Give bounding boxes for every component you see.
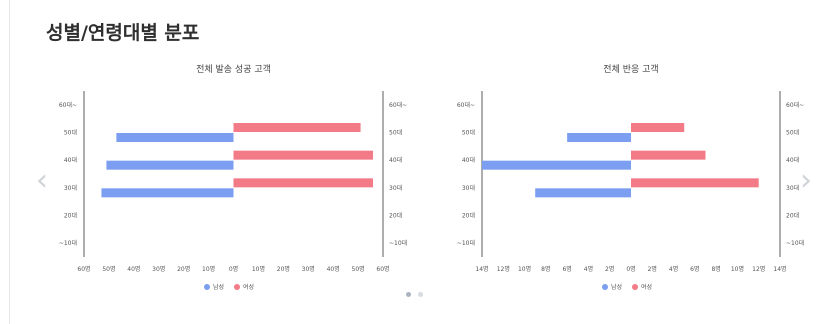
legend-label-female: 여성: [243, 283, 254, 291]
y-tick-label-right: 60대~: [786, 101, 804, 109]
y-tick-label-right: ~10대: [786, 239, 804, 247]
bar-male: [567, 133, 631, 142]
y-tick-label-left: 40대: [462, 156, 475, 164]
bar-male: [101, 188, 234, 198]
y-tick-label-left: 20대: [462, 212, 475, 220]
page-title: 성별/연령대별 분포: [46, 22, 200, 44]
bar-female: [233, 178, 374, 188]
y-tick-label-right: 30대: [786, 184, 799, 192]
bar-female: [631, 150, 706, 160]
x-tick-label: 0명: [229, 265, 238, 273]
prev-slide-icon[interactable]: ‹: [36, 163, 48, 198]
x-tick-label: 20명: [177, 265, 190, 273]
x-tick-label: 10명: [202, 265, 215, 273]
x-tick-label: 14명: [475, 265, 488, 273]
x-tick-label: 50명: [352, 265, 365, 273]
x-tick-label: 14명: [773, 265, 786, 273]
y-tick-label-right: ~10대: [389, 239, 407, 247]
x-tick-label: 4명: [584, 265, 593, 273]
legend-label-female: 여성: [641, 283, 652, 291]
x-tick-label: 6명: [562, 265, 571, 273]
y-tick-label-left: 60대~: [59, 101, 77, 109]
y-tick-label-left: ~10대: [457, 239, 475, 247]
y-tick-label-left: ~10대: [59, 239, 77, 247]
legend-swatch-male: [204, 284, 210, 290]
bar-female: [233, 150, 374, 160]
y-tick-label-right: 50대: [389, 129, 402, 137]
pagination-dot-1[interactable]: [406, 292, 411, 297]
x-tick-label: 12명: [497, 265, 510, 273]
y-tick-label-left: 30대: [462, 184, 475, 192]
y-tick-label-right: 50대: [786, 129, 799, 137]
bar-male: [106, 160, 234, 170]
chart-title: 전체 반응 고객: [603, 64, 658, 75]
x-tick-label: 60명: [376, 265, 389, 273]
y-tick-label-right: 20대: [389, 212, 402, 220]
legend-label-male: 남성: [213, 283, 224, 291]
legend-swatch-female: [234, 284, 240, 290]
y-tick-label-left: 50대: [462, 129, 475, 137]
x-tick-label: 10명: [252, 265, 265, 273]
x-tick-label: 30명: [152, 265, 165, 273]
x-tick-label: 0명: [626, 265, 635, 273]
x-tick-label: 2명: [648, 265, 657, 273]
bar-male: [482, 160, 631, 170]
y-tick-label-left: 40대: [64, 156, 77, 164]
y-tick-label-right: 30대: [389, 184, 402, 192]
x-tick-label: 40명: [327, 265, 340, 273]
bar-female: [631, 123, 685, 132]
bar-male: [535, 188, 631, 198]
chart-title: 전체 발송 성공 고객: [196, 64, 271, 75]
x-tick-label: 50명: [102, 265, 115, 273]
x-tick-label: 10명: [731, 265, 744, 273]
legend-swatch-female: [632, 284, 638, 290]
x-tick-label: 20명: [277, 265, 290, 273]
carousel-pagination: [406, 292, 423, 297]
x-tick-label: 40명: [127, 265, 140, 273]
x-tick-label: 10명: [518, 265, 531, 273]
x-tick-label: 12명: [752, 265, 765, 273]
y-tick-label-left: 30대: [64, 184, 77, 192]
bar-female: [631, 178, 759, 188]
bar-female: [233, 123, 361, 132]
legend-label-male: 남성: [611, 283, 622, 291]
pagination-dot-2[interactable]: [418, 292, 423, 297]
y-tick-label-right: 60대~: [389, 101, 407, 109]
next-slide-icon[interactable]: ›: [800, 163, 812, 198]
x-tick-label: 6명: [690, 265, 699, 273]
y-tick-label-right: 40대: [786, 156, 799, 164]
x-tick-label: 8명: [711, 265, 720, 273]
y-tick-label-left: 50대: [64, 129, 77, 137]
y-tick-label-left: 20대: [64, 212, 77, 220]
legend-swatch-male: [602, 284, 608, 290]
x-tick-label: 8명: [541, 265, 550, 273]
x-tick-label: 2명: [605, 265, 614, 273]
y-tick-label-left: 60대~: [457, 101, 475, 109]
bar-male: [116, 133, 234, 142]
panel-left-border: [9, 0, 10, 324]
y-tick-label-right: 20대: [786, 212, 799, 220]
y-tick-label-right: 40대: [389, 156, 402, 164]
x-tick-label: 60명: [77, 265, 90, 273]
x-tick-label: 30명: [302, 265, 315, 273]
x-tick-label: 4명: [669, 265, 678, 273]
